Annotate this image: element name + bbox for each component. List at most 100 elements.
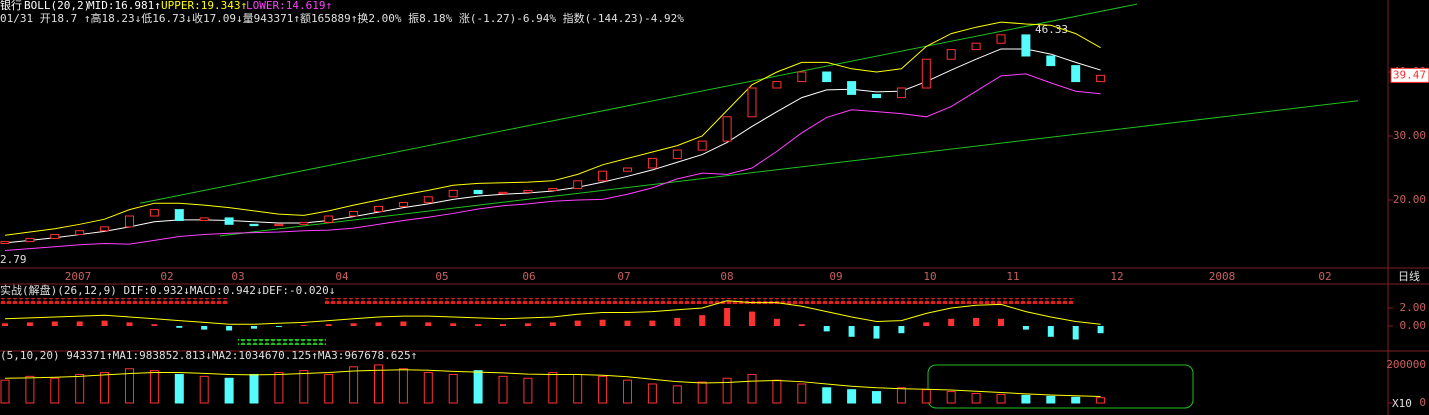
volume-bar — [349, 366, 359, 404]
low-label: 2.79 — [0, 253, 27, 266]
candle — [0, 241, 10, 245]
boll-lower-line — [4, 73, 1101, 252]
date-label: 06 — [522, 270, 535, 283]
candle — [100, 226, 110, 232]
price-tick: 30.00 — [1393, 129, 1426, 142]
date-label: 05 — [435, 270, 448, 283]
candle — [1021, 34, 1031, 57]
candle — [1096, 74, 1106, 83]
volume-bar — [25, 375, 35, 404]
macd-bar — [1097, 325, 1104, 334]
macd-bar — [51, 321, 58, 326]
dif-line — [4, 300, 1101, 325]
macd-bar — [873, 325, 880, 339]
macd-bar — [973, 317, 980, 326]
macd-bar — [201, 325, 208, 330]
date-label: 07 — [617, 270, 630, 283]
volume-bar — [996, 393, 1006, 404]
volume-bar — [872, 391, 881, 404]
candle — [199, 217, 209, 221]
macd-bar — [475, 324, 482, 326]
volume-bar — [299, 370, 309, 404]
candle — [573, 180, 583, 189]
selection-box — [927, 364, 1194, 409]
candle — [50, 234, 60, 239]
stock-name: 银行 — [0, 0, 22, 12]
candle — [274, 223, 284, 227]
volume-bar — [647, 383, 657, 404]
macd-bar — [699, 315, 706, 326]
volume-bar — [100, 372, 110, 404]
volume-bar — [498, 375, 508, 404]
volume-unit: X10 — [1392, 397, 1412, 410]
macd-bar — [749, 311, 755, 326]
candle — [374, 205, 383, 213]
macd-bar — [898, 325, 905, 334]
volume-bar — [398, 368, 408, 404]
macd-bar — [226, 325, 233, 331]
volume-bar — [374, 364, 383, 404]
volume-bar — [324, 373, 334, 404]
macd-bar — [549, 322, 556, 326]
period: 日线 — [1398, 269, 1420, 283]
date-label: 02 — [160, 270, 173, 283]
volume-bar — [548, 372, 558, 404]
candle — [448, 189, 458, 198]
volume-bar — [946, 391, 956, 404]
macd-bar — [773, 318, 780, 326]
volume-bar — [174, 373, 184, 404]
candle — [498, 191, 508, 195]
date-label: 2007 — [65, 270, 92, 283]
last-price-box — [1390, 67, 1429, 83]
macd-bar — [848, 325, 855, 337]
volume-bar — [0, 379, 10, 404]
macd-bar — [998, 318, 1004, 326]
volume-bar — [822, 387, 832, 404]
signal-dots — [0, 298, 228, 304]
candle — [473, 189, 483, 195]
date-label: 08 — [720, 270, 733, 283]
volume-bar — [598, 375, 608, 404]
candle — [697, 140, 707, 151]
macd-bar — [649, 320, 656, 326]
macd-bar — [1022, 325, 1029, 330]
macd-bar — [1072, 325, 1079, 340]
macd-tick: 2.00 — [1400, 301, 1427, 314]
volume-bar — [672, 385, 682, 404]
candle — [349, 211, 359, 217]
boll-mid: MID:16.981↑ — [88, 0, 161, 12]
volume-bar — [149, 370, 159, 404]
macd-bar — [400, 321, 407, 326]
date-label: 09 — [829, 270, 842, 283]
date-label: 11 — [1006, 270, 1019, 283]
volume-bar — [448, 373, 458, 404]
candle — [672, 149, 682, 159]
quote: 01/31 开18.7 ↑高18.23↓低16.73↓收17.09↓量94337… — [0, 11, 684, 25]
indicator: BOLL(20,2) — [24, 0, 90, 12]
volume-bar — [623, 379, 632, 404]
macd-bar — [624, 320, 631, 326]
volume-bar — [971, 392, 981, 404]
price-tick: 20.00 — [1393, 193, 1426, 206]
macd-bar — [2, 323, 8, 326]
volume-bar — [125, 368, 134, 404]
boll-upper-line — [4, 21, 1101, 236]
candle — [647, 157, 657, 169]
volume-bar — [921, 389, 931, 404]
macd-bar — [500, 324, 506, 326]
candle — [224, 217, 234, 225]
candle — [1046, 55, 1056, 67]
macd-bar — [375, 322, 382, 326]
macd-bar — [599, 319, 606, 326]
volume-bar — [896, 387, 906, 404]
volume-bar — [224, 377, 234, 404]
candle — [149, 209, 159, 217]
volume-bar — [523, 377, 533, 404]
candle — [847, 81, 857, 95]
macd-bar — [450, 323, 457, 326]
candle — [523, 189, 533, 193]
last-price: 39.47 — [1393, 68, 1426, 81]
macd-bar — [325, 324, 332, 326]
signal-dots — [325, 298, 1073, 304]
